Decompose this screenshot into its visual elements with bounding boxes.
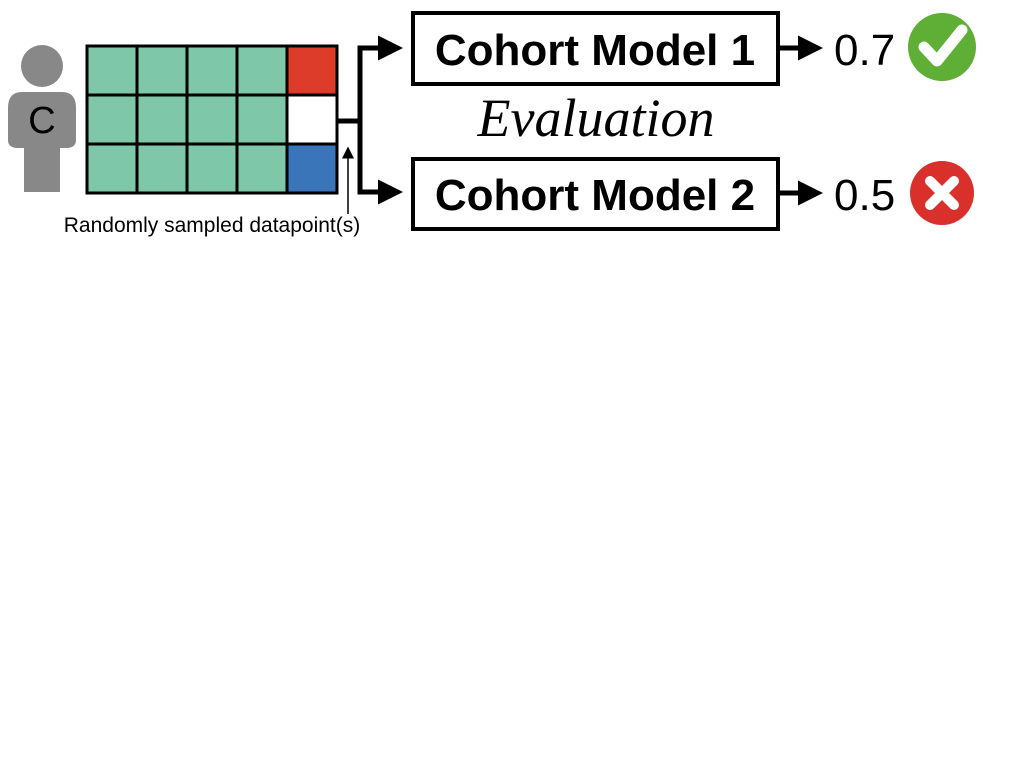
grid-cell-r0-c1 (135, 44, 189, 97)
grid-cell-r1-c4 (285, 93, 339, 146)
model-score-2: 0.5 (834, 171, 895, 220)
model-label-1: Cohort Model 1 (435, 26, 755, 75)
grid-cell-r1-c2 (185, 93, 239, 146)
model-score-1: 0.7 (834, 26, 895, 75)
branch-connector (337, 35, 403, 205)
cross-icon (910, 161, 974, 225)
model-box-1 (411, 11, 780, 86)
grid-caption: Randomly sampled datapoint(s) (64, 214, 360, 237)
grid-cell-r2-c3 (235, 142, 289, 195)
person-head (21, 45, 63, 87)
person-body (8, 92, 76, 192)
model-row-2: Cohort Model 2 0.5 (411, 157, 974, 231)
grid-cell-r1-c3 (235, 93, 289, 146)
grid-cell-r1-c0 (85, 93, 139, 146)
check-icon (908, 13, 976, 81)
grid-cell-r0-c0 (85, 44, 139, 97)
branch-arrow-top (357, 35, 403, 121)
grid-cell-r2-c1 (135, 142, 189, 195)
grid-cell-r0-c2 (185, 44, 239, 97)
grid-cell-r2-c2 (185, 142, 239, 195)
data-grid (85, 44, 339, 195)
person-icon: C (8, 45, 76, 192)
person-label: C (28, 100, 55, 142)
model-label-2: Cohort Model 2 (435, 171, 755, 220)
grid-cell-r2-c4 (285, 142, 339, 195)
grid-cell-r0-c4 (285, 44, 339, 97)
grid-cell-r1-c1 (135, 93, 189, 146)
grid-cell-r0-c3 (235, 44, 289, 97)
model-box-2 (411, 157, 780, 231)
evaluation-label: Evaluation (477, 88, 715, 148)
model-row-1: Cohort Model 1 0.7 (411, 11, 976, 86)
grid-cell-r2-c0 (85, 142, 139, 195)
branch-arrow-bottom (357, 121, 403, 205)
